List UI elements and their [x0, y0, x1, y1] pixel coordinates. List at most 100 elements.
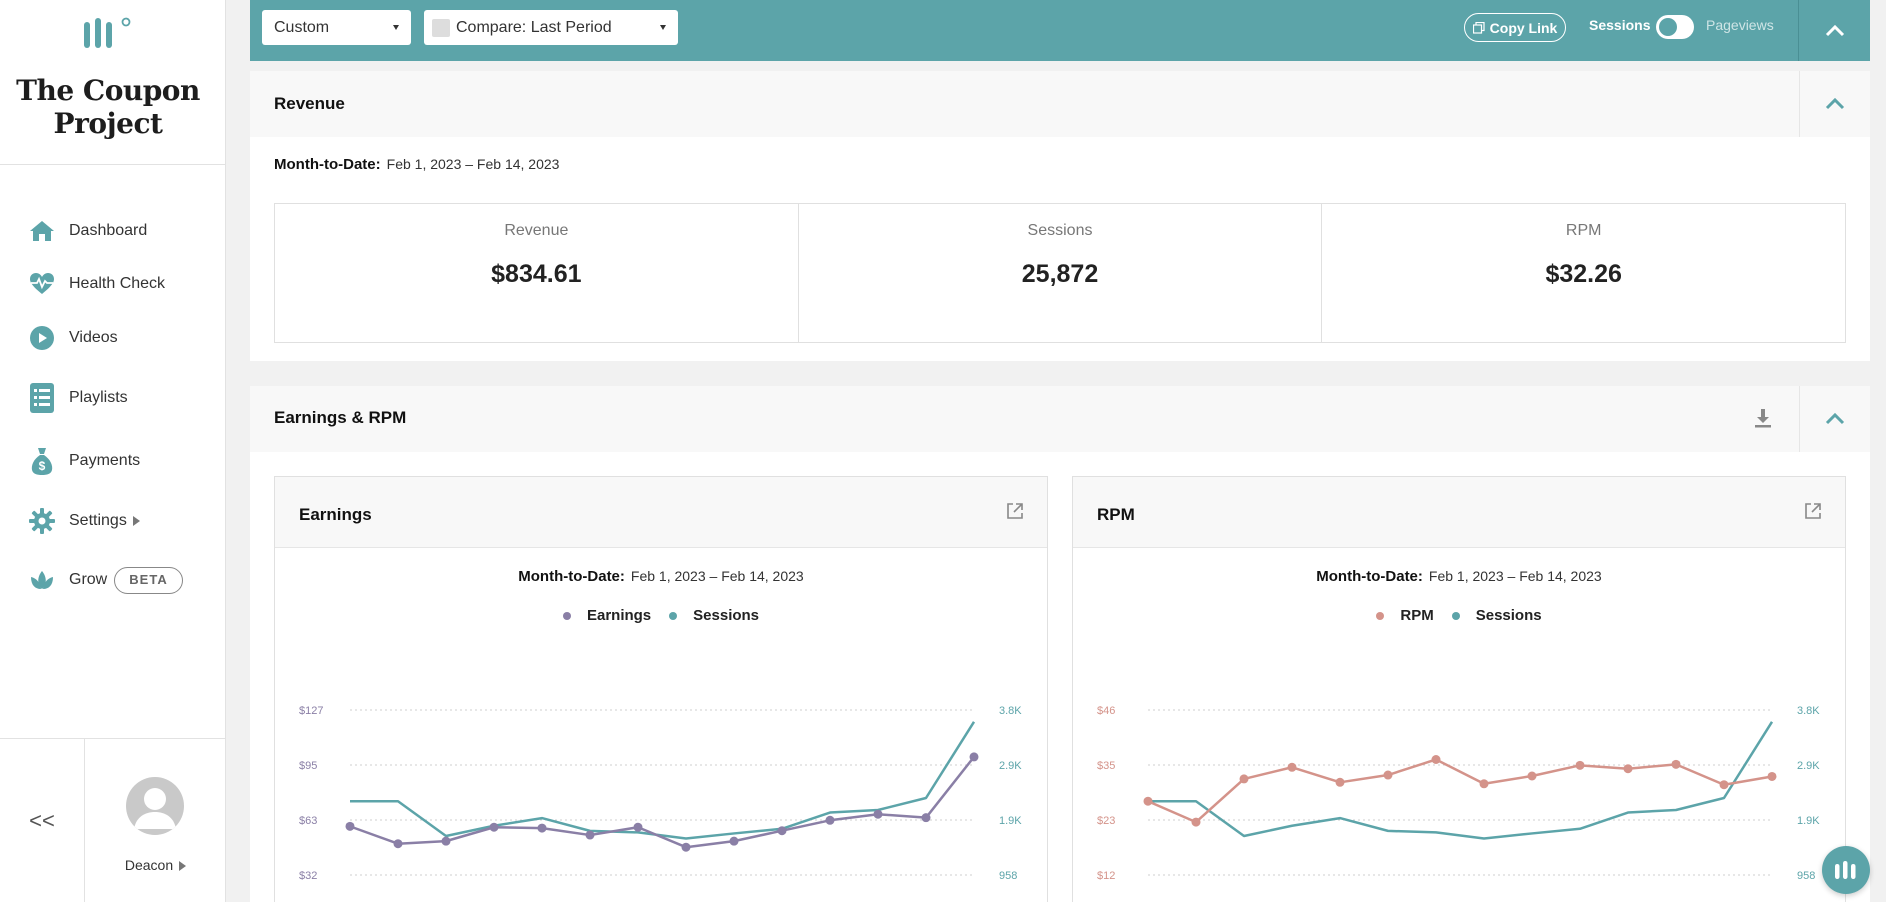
help-chat-button[interactable]: [1822, 846, 1870, 894]
revenue-panel: Revenue Month-to-Date: Feb 1, 2023 – Feb …: [250, 71, 1870, 361]
legend-item-earnings[interactable]: Earnings: [562, 607, 651, 624]
earnings-panel-header: Earnings & RPM: [250, 386, 1870, 452]
data-point-earnings: [489, 822, 499, 832]
sidebar-footer: << Deacon: [0, 738, 226, 902]
data-point-earnings: [777, 826, 787, 836]
legend-dot: [669, 611, 678, 620]
data-point-rpm: [1767, 771, 1777, 781]
stat-value: 25,872: [1021, 260, 1099, 288]
chart-period: Month-to-Date: Feb 1, 2023 – Feb 14, 2023: [1073, 568, 1845, 585]
open-external-icon[interactable]: [1803, 501, 1823, 521]
data-point-earnings: [441, 836, 451, 846]
y-right-tick-label: 2.9K: [999, 760, 1022, 772]
card-title: RPM: [1097, 505, 1135, 524]
svg-text:$: $: [39, 459, 46, 473]
legend-item-rpm[interactable]: RPM: [1376, 607, 1434, 624]
panel-title: Earnings & RPM: [274, 408, 407, 427]
compare-select[interactable]: Compare: Last Period: [424, 10, 678, 45]
toggle-pageviews-label: Pageviews: [1706, 17, 1774, 33]
panel-title: Revenue: [274, 94, 345, 113]
data-point-earnings: [537, 823, 547, 833]
open-external-icon[interactable]: [1005, 501, 1025, 521]
list-icon: [28, 383, 56, 413]
stat-revenue: Revenue $834.61: [275, 204, 799, 342]
sidebar-item-dashboard[interactable]: Dashboard: [0, 209, 226, 253]
y-left-tick-label: $127: [299, 705, 323, 717]
chart-period: Month-to-Date: Feb 1, 2023 – Feb 14, 2023: [275, 568, 1047, 585]
date-range-value: Custom: [274, 18, 330, 36]
home-icon: [28, 217, 56, 245]
date-range-select[interactable]: Custom: [262, 10, 411, 45]
y-left-tick-label: $32: [299, 870, 317, 882]
data-point-earnings: [729, 836, 739, 846]
legend-item-sessions[interactable]: Sessions: [669, 607, 759, 624]
card-header: Earnings: [275, 477, 1047, 548]
period-label: Month-to-Date:: [518, 568, 625, 585]
earnings-collapse-button[interactable]: [1799, 386, 1870, 452]
chevron-up-icon: [1825, 413, 1845, 425]
sessions-pageviews-toggle[interactable]: [1656, 15, 1694, 39]
avatar[interactable]: [126, 777, 184, 835]
user-name: Deacon: [124, 857, 174, 873]
stat-label: Sessions: [1027, 222, 1093, 239]
sidebar-item-payments[interactable]: $ Payments: [0, 439, 226, 483]
toolbar-collapse-button[interactable]: [1799, 0, 1870, 61]
sidebar-item-label: Grow: [69, 571, 108, 588]
y-left-tick-label: $12: [1097, 870, 1115, 882]
data-point-rpm: [1383, 770, 1393, 780]
sidebar-item-grow[interactable]: Grow BETA: [0, 558, 226, 602]
sidebar-item-settings[interactable]: Settings: [0, 499, 226, 543]
toolbar-divider: [1798, 0, 1799, 61]
data-point-earnings: [633, 822, 643, 832]
data-point-rpm: [1479, 779, 1489, 789]
series-line-rpm: [1147, 758, 1773, 824]
legend-item-sessions[interactable]: Sessions: [1451, 607, 1542, 624]
sidebar: The Coupon Project Dashboard Health Chec…: [0, 0, 226, 902]
stat-label: RPM: [1565, 222, 1602, 239]
revenue-period: Month-to-Date: Feb 1, 2023 – Feb 14, 2023: [274, 156, 559, 173]
y-left-tick-label: $23: [1097, 815, 1115, 827]
y-left-tick-label: $46: [1097, 705, 1115, 717]
data-point-rpm: [1527, 771, 1537, 781]
sidebar-item-label: Playlists: [69, 389, 128, 406]
period-range: Feb 1, 2023 – Feb 14, 2023: [1428, 568, 1602, 584]
data-point-earnings: [393, 839, 403, 849]
earnings-chart-card: Earnings Month-to-Date: Feb 1, 2023 – Feb…: [274, 476, 1048, 902]
stat-rpm: RPM $32.26: [1322, 204, 1845, 342]
rpm-chart: $46 3.8K $35 2.9K $23 1.9K $12 958: [1097, 705, 1820, 882]
data-point-rpm: [1239, 774, 1249, 784]
sidebar-collapse-button[interactable]: <<: [0, 739, 85, 902]
user-menu[interactable]: Deacon: [85, 857, 226, 873]
legend-label: Sessions: [693, 607, 760, 624]
sidebar-item-playlists[interactable]: Playlists: [0, 376, 226, 420]
stat-value: $834.61: [491, 260, 582, 288]
sidebar-item-health-check[interactable]: Health Check: [0, 262, 226, 306]
data-point-earnings: [825, 815, 835, 825]
data-point-earnings: [921, 813, 931, 823]
period-range: Feb 1, 2023 – Feb 14, 2023: [386, 156, 560, 172]
series-line-sessions: [1148, 721, 1774, 840]
y-left-tick-label: $63: [299, 815, 317, 827]
period-label: Month-to-Date:: [274, 156, 381, 173]
brand-logo-icon[interactable]: [82, 16, 134, 52]
period-label: Month-to-Date:: [1316, 568, 1423, 585]
sidebar-item-videos[interactable]: Videos: [0, 316, 226, 360]
sidebar-item-label: Dashboard: [69, 222, 148, 239]
copy-icon: [1472, 21, 1485, 34]
y-left-tick-label: $95: [299, 760, 317, 772]
chart-legend: RPM Sessions: [1073, 607, 1845, 624]
data-point-earnings: [345, 821, 355, 831]
play-icon: [28, 324, 56, 352]
caret-right-icon: [179, 861, 187, 872]
sidebar-item-label: Videos: [69, 329, 118, 346]
data-point-rpm: [1431, 755, 1441, 764]
chevron-up-icon: [1825, 24, 1844, 36]
legend-dot: [1451, 611, 1460, 620]
download-icon[interactable]: [1754, 408, 1772, 428]
revenue-collapse-button[interactable]: [1799, 71, 1870, 137]
toggle-sessions-label: Sessions: [1589, 17, 1651, 33]
copy-link-button[interactable]: Copy Link: [1464, 13, 1566, 42]
data-point-earnings: [585, 830, 595, 840]
beta-badge: BETA: [114, 567, 183, 594]
data-point-earnings: [969, 752, 979, 762]
